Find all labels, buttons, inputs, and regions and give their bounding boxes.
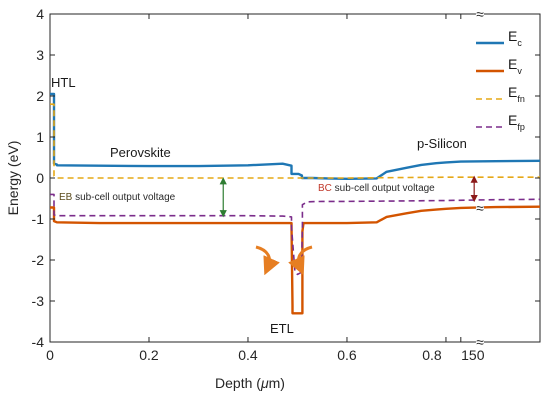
label-etl: ETL	[270, 321, 294, 336]
legend-label-main: E	[508, 56, 517, 72]
curl-arrow-left	[255, 245, 280, 276]
x-tick-label: 150	[461, 347, 485, 363]
x-tick-label: 0.2	[139, 347, 159, 363]
annotation-layer: HTL Perovskite p-Silicon ETL EB sub-cell out…	[51, 6, 484, 350]
axis-break-top-gap	[475, 8, 484, 20]
x-tick-label: 0.6	[337, 347, 357, 363]
legend-label-subscript: v	[517, 66, 522, 76]
y-tick-label: 4	[36, 6, 44, 22]
x-axis-label-mu: μ	[260, 375, 269, 391]
curl-arrow-right	[288, 245, 313, 276]
x-axis-label-tail: m)	[269, 375, 285, 391]
series-layer	[50, 92, 541, 315]
legend-label-main: E	[508, 28, 517, 44]
axis-break-mid-gap	[475, 202, 484, 214]
label-eb-prefix: EB	[59, 192, 73, 203]
label-bc-rest: sub-cell output voltage	[332, 183, 435, 194]
legend-label-efn: Efn	[508, 84, 525, 104]
x-tick-label: 0.4	[238, 347, 258, 363]
y-tick-label: -3	[32, 293, 45, 309]
label-p-silicon: p-Silicon	[417, 136, 467, 151]
x-tick-label: 0.8	[422, 347, 442, 363]
x-axis-label-text: Depth (	[215, 375, 261, 391]
label-eb-subcell-voltage: EB sub-cell output voltage	[59, 192, 176, 203]
legend-label-subscript: fn	[517, 94, 525, 104]
axis-break-mid: ≈	[476, 200, 484, 216]
label-htl: HTL	[51, 75, 76, 90]
legend-label-ev: Ev	[508, 56, 522, 76]
legend-label-efp: Efp	[508, 112, 525, 132]
series-line-ec	[50, 92, 541, 181]
axis-break-bottom: ≈	[476, 334, 484, 350]
label-bc-prefix: BC	[318, 183, 332, 194]
axis-break-bottom-gap	[475, 336, 484, 348]
legend-label-subscript: c	[517, 38, 522, 48]
axis-break-top: ≈	[476, 6, 484, 22]
y-tick-label: 0	[36, 170, 44, 186]
y-axis-label: Energy (eV)	[5, 141, 21, 216]
series-line-efp	[50, 193, 541, 276]
label-bc-subcell-voltage: BC sub-cell output voltage	[318, 183, 435, 194]
y-tick-label: 3	[36, 47, 44, 63]
legend-label-main: E	[508, 84, 517, 100]
y-tick-label: 2	[36, 88, 44, 104]
x-axis-label: Depth (μm)	[215, 375, 285, 391]
y-tick-label: 1	[36, 129, 44, 145]
legend-label-main: E	[508, 112, 517, 128]
series-line-ev	[50, 205, 541, 315]
legend-label-ec: Ec	[508, 28, 522, 48]
label-eb-rest: sub-cell output voltage	[72, 192, 175, 203]
label-perovskite: Perovskite	[110, 145, 171, 160]
y-tick-label: -4	[32, 334, 45, 350]
y-tick-label: -1	[32, 211, 45, 227]
legend-label-subscript: fp	[517, 122, 525, 132]
y-tick-label: -2	[32, 252, 45, 268]
x-tick-label: 0	[46, 347, 54, 363]
